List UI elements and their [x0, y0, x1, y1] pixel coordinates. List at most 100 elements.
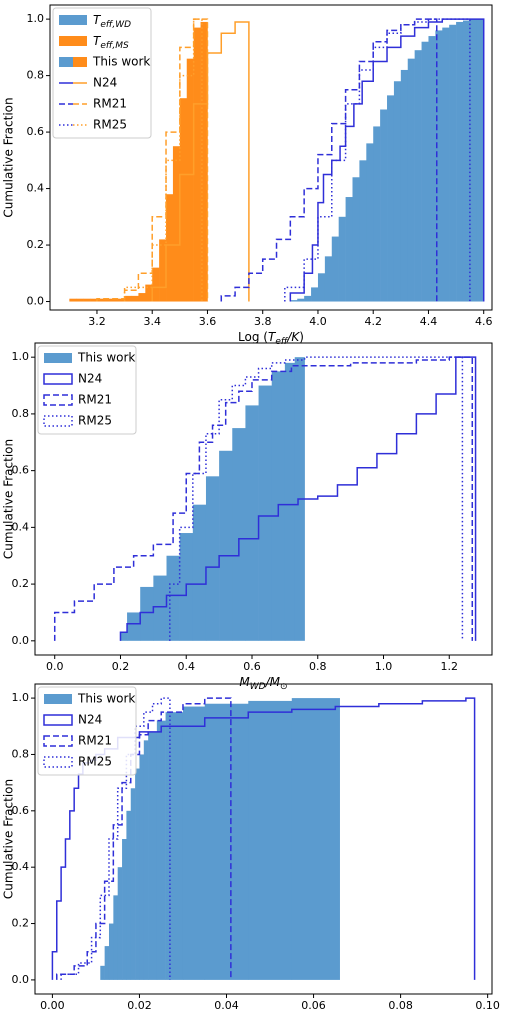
legend-label: RM21 — [78, 393, 112, 407]
histogram-bar — [449, 24, 457, 302]
histogram-bar — [135, 768, 140, 980]
x-tick-label: 0.2 — [112, 660, 130, 673]
histogram-bar — [352, 177, 360, 302]
histogram-bar — [96, 298, 105, 302]
legend-label: RM21 — [93, 97, 127, 111]
y-tick-label: 0.8 — [12, 747, 30, 760]
text-segment: WD — [250, 682, 266, 692]
legend-label: N24 — [78, 372, 102, 386]
text-segment: M — [239, 675, 250, 689]
histogram-bar — [117, 298, 125, 302]
histogram-bar — [166, 194, 174, 302]
x-tick-label: 4.6 — [475, 315, 493, 328]
text-segment: M — [270, 675, 281, 689]
legend-label: RM25 — [78, 414, 112, 428]
histogram-bar — [469, 19, 478, 302]
histogram-bar — [428, 36, 436, 302]
y-tick-label: 0.6 — [12, 804, 30, 817]
histogram-bar — [138, 293, 146, 302]
histogram-bar — [122, 839, 127, 980]
step-line — [220, 18, 438, 302]
histogram-bar — [131, 295, 139, 302]
step-line — [289, 18, 485, 302]
y-tick-label: 1.0 — [12, 350, 30, 363]
text-segment: T — [268, 330, 277, 344]
y-axis-label: Cumulative Fraction — [2, 439, 16, 559]
histogram-bar — [205, 476, 220, 641]
histogram-bar — [373, 126, 381, 302]
text-segment: R — [270, 1014, 278, 1015]
histogram-bar — [442, 27, 450, 302]
histogram-bar — [462, 20, 471, 302]
histogram-bar — [200, 21, 208, 302]
legend-swatch — [43, 394, 73, 406]
histogram-bar — [456, 21, 464, 302]
y-tick-label: 1.0 — [12, 691, 30, 704]
histogram-bar — [284, 362, 296, 641]
x-axis-label: RWD/R⊙ — [241, 1014, 285, 1015]
histogram-bar — [113, 895, 118, 980]
step-line — [56, 697, 232, 980]
legend-swatch — [44, 353, 72, 363]
histogram-bar — [331, 236, 339, 302]
histogram-bar — [110, 298, 118, 302]
x-tick-label: 0.8 — [309, 660, 327, 673]
step-line — [119, 356, 477, 641]
histogram-bar — [193, 27, 201, 302]
x-tick-label: 4.0 — [309, 315, 327, 328]
histogram-bar — [83, 298, 91, 302]
histogram-bar — [359, 160, 367, 302]
legend-label: N24 — [93, 76, 117, 90]
histogram-bar — [324, 256, 333, 302]
legend-swatch — [59, 36, 87, 46]
x-tick-label: 3.4 — [143, 315, 161, 328]
histogram-bar — [165, 712, 184, 980]
y-tick-label: 0.0 — [12, 973, 30, 986]
histogram-bar — [140, 586, 154, 641]
y-tick-label: 0.2 — [27, 238, 45, 251]
histogram-bar — [421, 41, 429, 302]
axes-frame — [49, 4, 493, 311]
histogram-bar — [148, 731, 158, 980]
y-tick-label: 0.0 — [12, 634, 30, 647]
histogram-bar — [172, 146, 181, 302]
text-segment: ) — [299, 330, 304, 344]
histogram-bar — [103, 298, 112, 302]
histogram-bar — [192, 504, 207, 641]
x-tick-label: 0.4 — [177, 660, 195, 673]
legend-swatch — [43, 373, 73, 385]
histogram-bar — [317, 273, 326, 302]
text-segment: T — [93, 13, 102, 27]
histogram-bar — [182, 706, 206, 980]
y-tick-label: 0.2 — [12, 917, 30, 930]
y-tick-label: 0.4 — [27, 182, 45, 195]
histogram-bar — [380, 109, 388, 302]
histogram-bar — [245, 405, 259, 641]
histogram-bar — [153, 575, 167, 641]
histogram-bar — [127, 612, 141, 641]
legend-swatch — [43, 735, 73, 747]
histogram-bar — [387, 95, 395, 302]
legend-swatch — [43, 415, 73, 427]
text-segment: eff,MS — [100, 41, 129, 51]
histogram-bar — [139, 754, 145, 980]
y-axis-label: Cumulative Fraction — [2, 779, 16, 899]
histogram-bar — [297, 298, 305, 302]
histogram-bar — [108, 923, 114, 980]
legend-label: This work — [92, 55, 150, 69]
histogram-bar — [130, 788, 136, 980]
legend-swatch — [73, 57, 87, 67]
step-line — [151, 21, 250, 302]
legend-swatch — [59, 57, 73, 67]
text-segment: / — [265, 1014, 272, 1015]
x-tick-label: 3.8 — [254, 315, 272, 328]
text-segment: / — [265, 675, 272, 689]
y-tick-label: 0.8 — [12, 407, 30, 420]
text-segment: Log ( — [238, 330, 268, 344]
x-tick-label: 0.00 — [40, 999, 65, 1012]
axes-frame — [34, 683, 493, 995]
histogram-bar — [393, 81, 402, 302]
histogram-bar — [166, 555, 180, 641]
histogram-bar — [476, 19, 485, 302]
